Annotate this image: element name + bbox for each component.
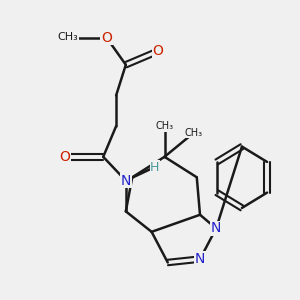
- Text: CH₃: CH₃: [57, 32, 78, 43]
- Text: O: O: [101, 31, 112, 44]
- Text: N: N: [121, 174, 131, 188]
- Text: N: N: [211, 221, 221, 236]
- Text: O: O: [153, 44, 164, 58]
- Text: N: N: [195, 252, 205, 266]
- Text: CH₃: CH₃: [155, 121, 174, 131]
- Text: CH₃: CH₃: [184, 128, 202, 138]
- Text: O: O: [59, 150, 70, 164]
- Text: H: H: [150, 160, 160, 173]
